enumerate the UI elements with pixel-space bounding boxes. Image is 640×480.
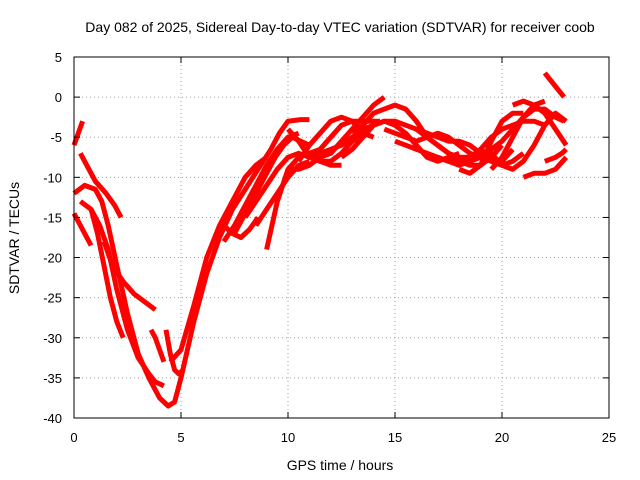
axis-ticks	[73, 56, 610, 419]
y-tick-label: -40	[43, 411, 62, 426]
grid-lines	[74, 57, 609, 418]
series-line-track-6	[88, 208, 126, 339]
series-line-track-30	[522, 155, 569, 180]
y-tick-label: -5	[50, 130, 62, 145]
x-tick-labels: 0 5 10 15 20 25	[70, 430, 616, 445]
series-line-track-2	[78, 152, 124, 219]
x-axis-label: GPS time / hours	[287, 457, 394, 473]
series-line-track-7	[101, 240, 157, 312]
y-tick-label: -20	[43, 251, 62, 266]
series-line-track-9	[163, 329, 185, 377]
y-tick-label: -35	[43, 371, 62, 386]
series-line-track-3	[71, 212, 94, 247]
x-tick-label: 0	[70, 430, 77, 445]
y-tick-label: 5	[55, 50, 62, 65]
y-tick-labels: -40 -35 -30 -25 -20 -15 -10 -5 0 5	[43, 50, 62, 426]
y-tick-label: -30	[43, 331, 62, 346]
x-tick-label: 5	[177, 430, 184, 445]
series-line-track-1	[71, 120, 85, 147]
series-line-track-10	[168, 155, 269, 364]
series-line-track-12	[221, 130, 300, 243]
series-line-track-32	[543, 147, 568, 164]
x-tick-label: 25	[602, 430, 616, 445]
x-tick-label: 10	[281, 430, 295, 445]
y-tick-label: -25	[43, 291, 62, 306]
data-series	[71, 71, 569, 409]
x-tick-label: 15	[388, 430, 402, 445]
y-tick-label: -15	[43, 210, 62, 225]
series-line-track-29	[511, 98, 569, 147]
series-line-track-27	[458, 110, 524, 176]
series-line-track-8	[148, 328, 167, 363]
x-tick-label: 20	[495, 430, 509, 445]
y-axis-label: SDTVAR / TECUs	[6, 182, 22, 294]
series-line-track-11	[211, 215, 261, 243]
series-line-track-18	[286, 127, 365, 164]
series-line-track-4	[72, 117, 310, 409]
y-tick-label: -10	[43, 170, 62, 185]
series-line-track-26	[436, 110, 568, 172]
plot-frame	[73, 56, 610, 419]
series-line-track-31	[542, 71, 567, 99]
chart-title: Day 082 of 2025, Sidereal Day-to-day VTE…	[85, 19, 595, 35]
y-tick-label: 0	[55, 90, 62, 105]
